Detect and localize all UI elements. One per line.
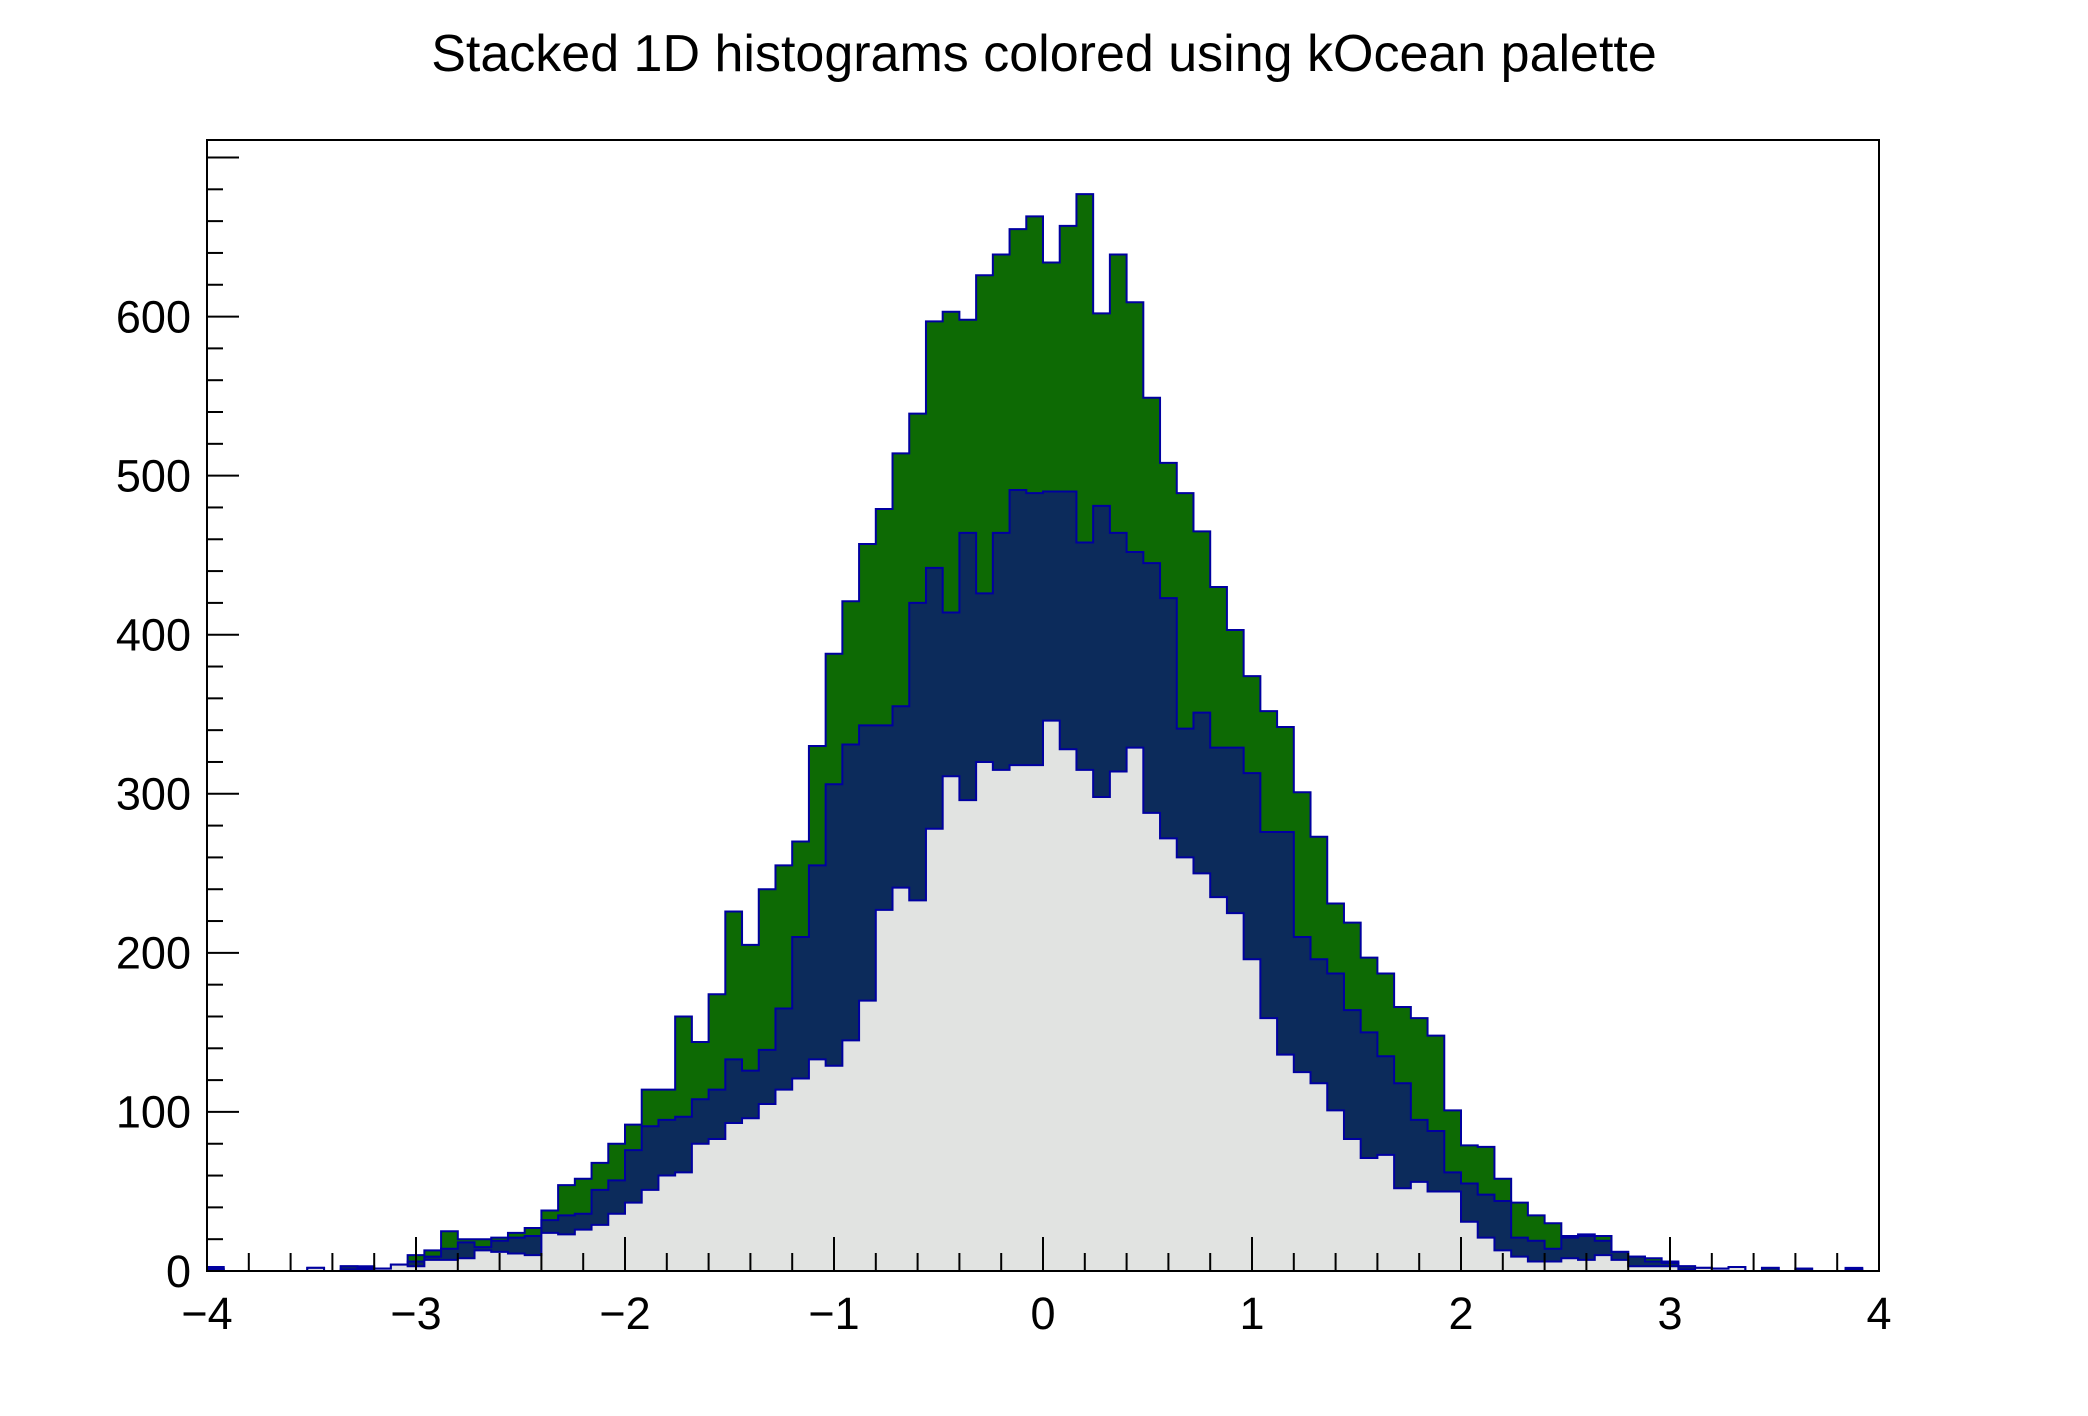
axis-labels: 0 100 200 300 400 500 600 −4 −3 −2 −1 0 1 2 3 4 <box>116 291 1892 1339</box>
y-tick-label: 600 <box>116 291 191 342</box>
x-tick-label: 4 <box>1866 1288 1891 1339</box>
y-tick-label: 500 <box>116 450 191 501</box>
y-tick-label: 200 <box>116 928 191 979</box>
x-tick-label: 0 <box>1030 1288 1055 1339</box>
y-tick-label: 300 <box>116 769 191 820</box>
x-tick-label: 2 <box>1448 1288 1473 1339</box>
y-tick-label: 400 <box>116 609 191 660</box>
x-tick-label: −4 <box>181 1288 232 1339</box>
series-hist-gray <box>206 719 1879 1272</box>
x-tick-label: 3 <box>1657 1288 1682 1339</box>
x-tick-label: 1 <box>1239 1288 1264 1339</box>
y-tick-label: 0 <box>166 1246 191 1297</box>
x-tick-label: −1 <box>808 1288 859 1339</box>
x-tick-label: −2 <box>599 1288 650 1339</box>
x-tick-label: −3 <box>390 1288 441 1339</box>
axes-ticks <box>206 156 1880 1272</box>
chart-title: Stacked 1D histograms colored using kOce… <box>431 25 1657 83</box>
y-tick-label: 100 <box>116 1087 191 1138</box>
